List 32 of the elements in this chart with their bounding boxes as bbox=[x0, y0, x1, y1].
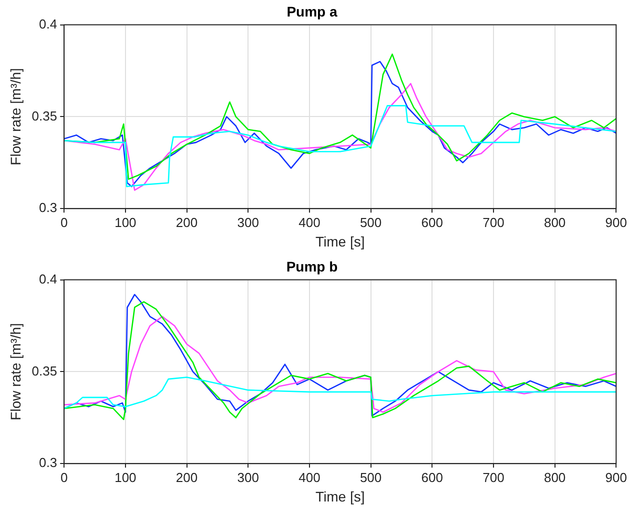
x-tick-label: 500 bbox=[360, 214, 382, 230]
y-tick-label: 0.3 bbox=[39, 455, 58, 470]
x-tick-label: 700 bbox=[482, 470, 504, 485]
x-tick-label: 900 bbox=[605, 470, 628, 485]
x-tick-label: 300 bbox=[237, 470, 259, 485]
x-axis-title: Time [s] bbox=[315, 488, 365, 504]
x-tick-label: 800 bbox=[544, 214, 566, 230]
x-tick-label: 100 bbox=[114, 214, 136, 230]
y-tick-label: 0.4 bbox=[39, 16, 58, 32]
x-tick-label: 700 bbox=[482, 214, 504, 230]
y-axis-title: Flow rate [m³/h] bbox=[7, 323, 24, 420]
chart-title: Pump a bbox=[286, 3, 338, 20]
x-tick-label: 0 bbox=[60, 470, 68, 485]
x-tick-label: 900 bbox=[605, 214, 628, 230]
x-tick-label: 200 bbox=[176, 470, 198, 485]
x-axis-title: Time [s] bbox=[315, 233, 365, 250]
y-tick-label: 0.3 bbox=[39, 200, 58, 216]
x-tick-label: 200 bbox=[176, 214, 198, 230]
y-tick-label: 0.35 bbox=[32, 363, 58, 378]
x-tick-label: 0 bbox=[60, 214, 68, 230]
x-tick-label: 600 bbox=[421, 214, 443, 230]
y-axis-title: Flow rate [m³/h] bbox=[7, 68, 24, 166]
x-tick-label: 400 bbox=[298, 470, 320, 485]
chart-title: Pump b bbox=[286, 258, 338, 274]
x-tick-label: 100 bbox=[114, 470, 136, 485]
x-tick-label: 800 bbox=[544, 470, 566, 485]
x-tick-label: 500 bbox=[360, 470, 382, 485]
y-tick-label: 0.35 bbox=[32, 108, 58, 124]
y-tick-label: 0.4 bbox=[39, 271, 58, 286]
x-tick-label: 300 bbox=[237, 214, 259, 230]
x-tick-label: 600 bbox=[421, 470, 443, 485]
x-tick-label: 400 bbox=[298, 214, 320, 230]
